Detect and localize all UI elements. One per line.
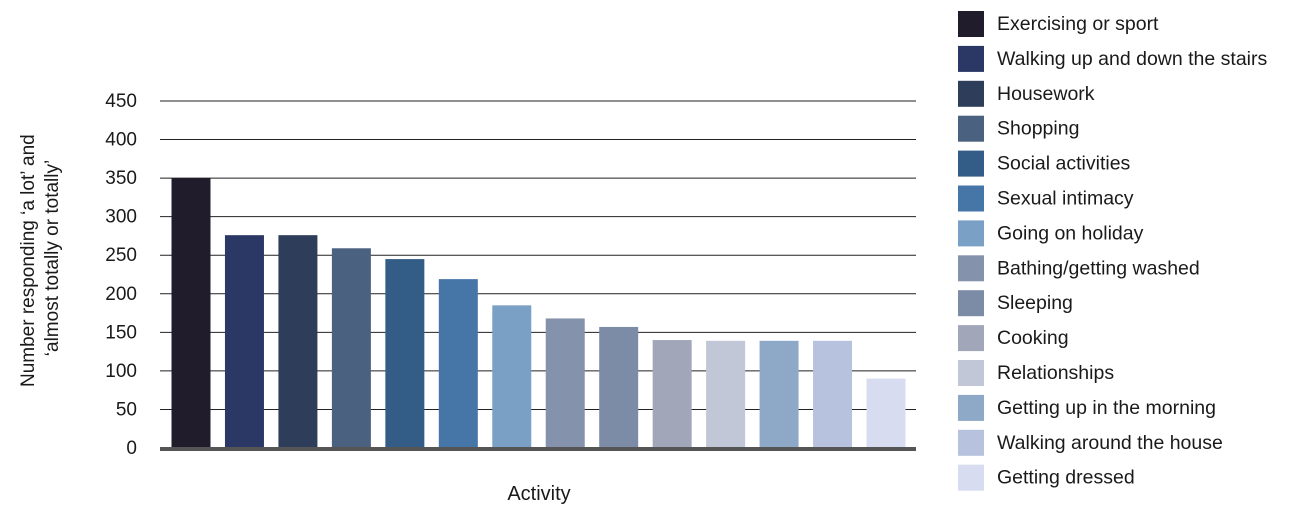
legend-label: Getting dressed (997, 467, 1135, 489)
y-tick-label: 150 (105, 322, 137, 343)
bar (653, 340, 692, 448)
bar (546, 318, 585, 448)
legend-label: Exercising or sport (997, 13, 1159, 35)
x-axis-label: Activity (507, 483, 570, 505)
y-tick-label: 50 (116, 399, 137, 420)
legend-label: Walking around the house (997, 432, 1223, 454)
bar (706, 341, 745, 448)
bar (599, 327, 638, 448)
y-tick-label: 0 (126, 438, 137, 459)
legend-label: Sleeping (997, 292, 1073, 314)
legend-label: Relationships (997, 362, 1114, 384)
legend-label: Getting up in the morning (997, 397, 1216, 419)
bars (172, 178, 906, 448)
legend-swatch (958, 395, 984, 421)
bar (172, 178, 211, 448)
legend-swatch (958, 465, 984, 491)
y-tick-label: 350 (105, 168, 137, 189)
legend: Exercising or sport Walking up and down t… (958, 11, 1268, 491)
legend-swatch (958, 220, 984, 246)
legend-label: Social activities (997, 153, 1131, 175)
legend-swatch (958, 360, 984, 386)
legend-label: Going on holiday (997, 222, 1144, 244)
legend-label: Cooking (997, 327, 1069, 349)
legend-swatch (958, 186, 984, 212)
legend-label: Walking up and down the stairs (997, 48, 1268, 70)
bar (225, 235, 264, 448)
y-axis-label: Number responding ‘a lot’ and ‘almost to… (18, 129, 63, 387)
bar (492, 305, 531, 448)
y-axis-label-line-1: Number responding ‘a lot’ and (18, 134, 39, 387)
bar (278, 235, 317, 448)
y-tick-label: 450 (105, 91, 137, 112)
legend-swatch (958, 46, 984, 72)
legend-label: Bathing/getting washed (997, 257, 1200, 279)
gridlines (160, 101, 916, 409)
bar (760, 341, 799, 448)
bar (813, 341, 852, 448)
legend-swatch (958, 81, 984, 107)
y-tick-label: 300 (105, 207, 137, 228)
y-tick-label: 100 (105, 361, 137, 382)
y-tick-label: 200 (105, 284, 137, 305)
legend-label: Housework (997, 83, 1095, 105)
y-tick-labels: 0 50 100 150 200 250 300 350 400 450 (105, 91, 137, 459)
bar (867, 379, 906, 448)
legend-swatch (958, 151, 984, 177)
bar (385, 259, 424, 448)
bar (332, 248, 371, 448)
bar (439, 279, 478, 448)
y-axis-label-line-2: ‘almost totally or totally’ (42, 160, 63, 356)
legend-swatch (958, 430, 984, 456)
legend-swatch (958, 290, 984, 316)
legend-swatch (958, 11, 984, 37)
y-tick-label: 250 (105, 245, 137, 266)
legend-swatch (958, 325, 984, 351)
legend-label: Sexual intimacy (997, 188, 1134, 210)
legend-swatch (958, 116, 984, 142)
legend-swatch (958, 255, 984, 281)
legend-label: Shopping (997, 118, 1079, 140)
y-tick-label: 400 (105, 130, 137, 151)
